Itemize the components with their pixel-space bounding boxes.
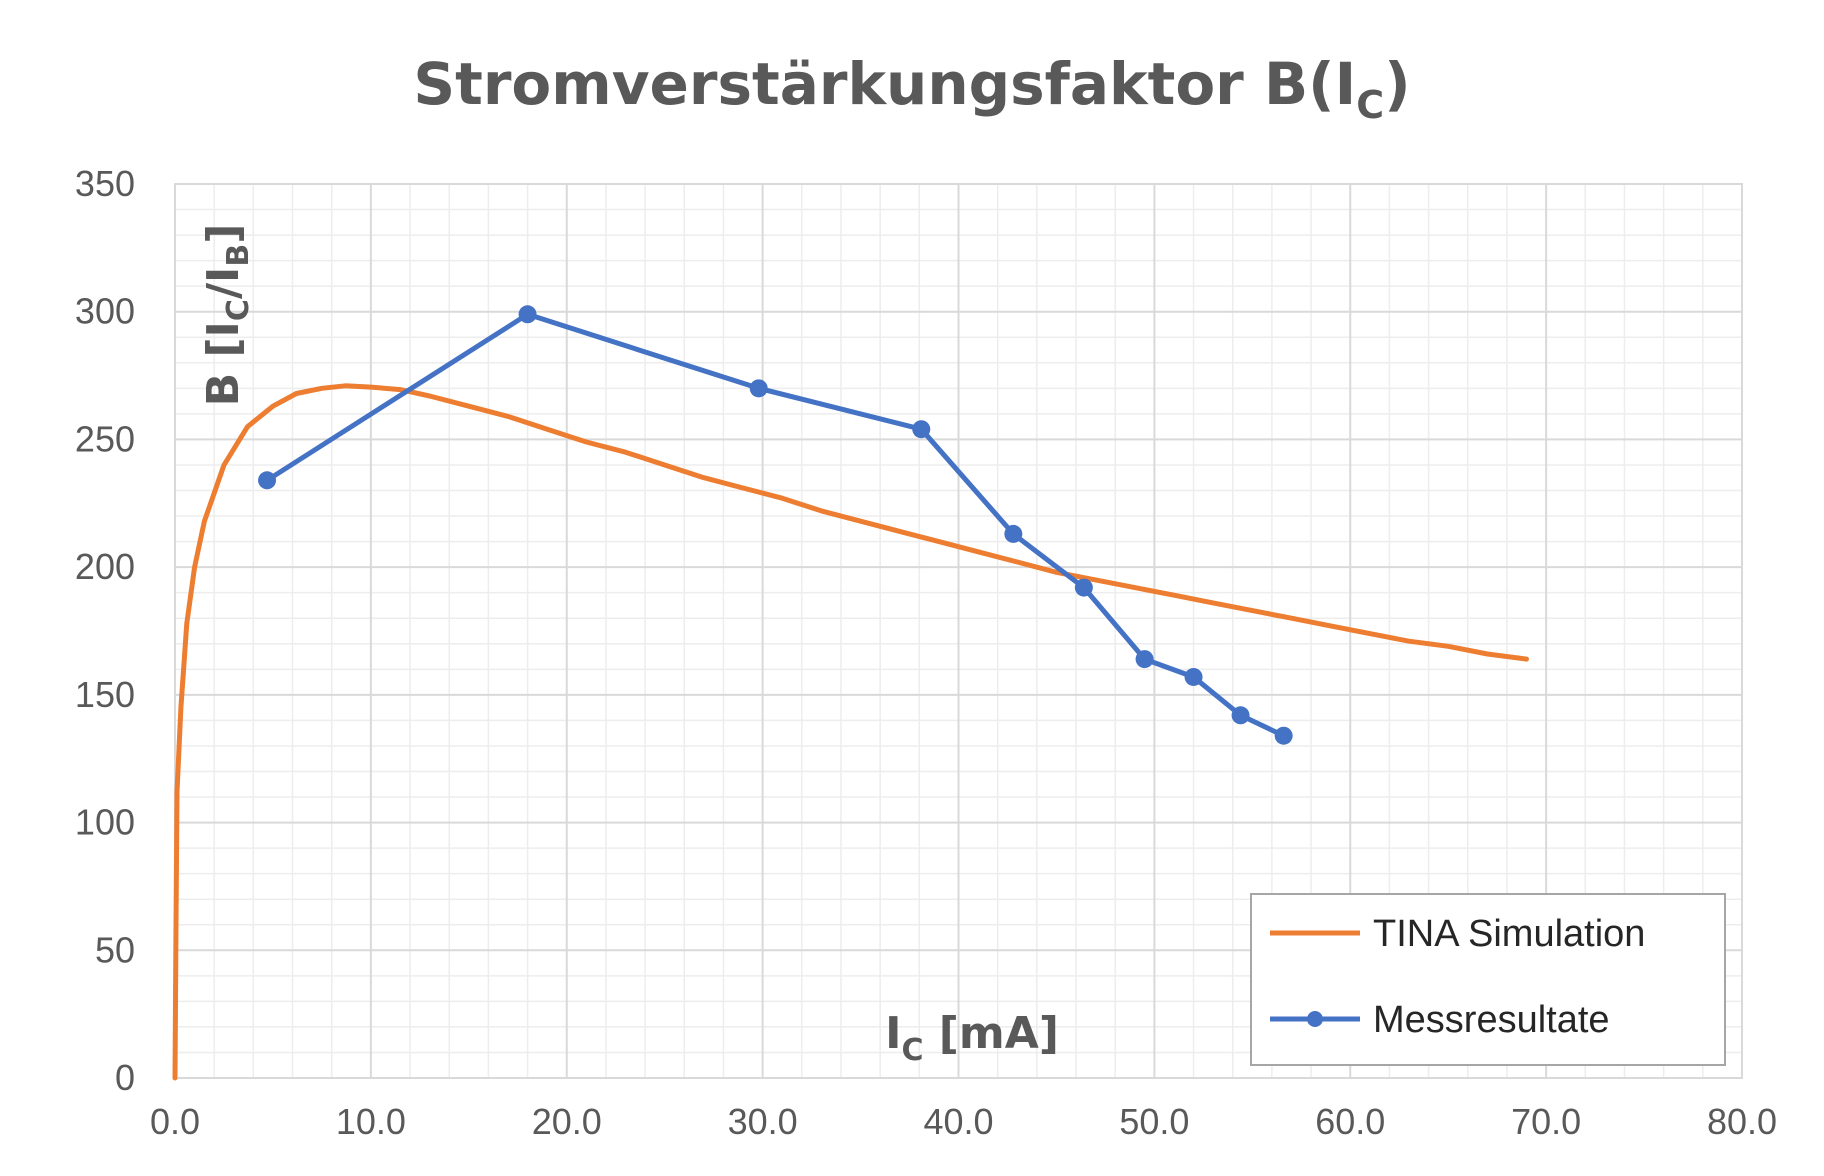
y-axis-label-pre: B [I xyxy=(198,321,249,406)
x-axis-label: IC [mA] xyxy=(885,1008,1059,1068)
chart-title-end: ) xyxy=(1384,50,1411,118)
y-axis-label-mid: /I xyxy=(198,267,249,299)
y-axis-ticks: 0 50 100 150 200 250 300 350 xyxy=(75,163,135,1098)
x-axis-label-subscript: C xyxy=(901,1033,923,1068)
x-tick-label: 60.0 xyxy=(1315,1101,1385,1142)
data-point xyxy=(749,379,768,398)
y-tick-label: 0 xyxy=(115,1057,135,1098)
chart-title-subscript: C xyxy=(1356,83,1384,127)
legend-label-measurements: Messresultate xyxy=(1373,999,1610,1041)
x-axis-ticks: 0.0 10.0 20.0 30.0 40.0 50.0 60.0 70.0 80.0 xyxy=(150,1101,1777,1142)
y-axis-label-sub2: B xyxy=(221,244,256,267)
data-point xyxy=(518,305,537,324)
x-tick-label: 10.0 xyxy=(336,1101,406,1142)
y-axis-label: B [IC/IB] xyxy=(198,224,256,407)
x-tick-label: 70.0 xyxy=(1511,1101,1581,1142)
y-tick-label: 50 xyxy=(95,929,135,970)
legend-marker-measurements xyxy=(1307,1011,1323,1027)
data-point xyxy=(1135,650,1154,669)
x-tick-label: 0.0 xyxy=(150,1101,200,1142)
y-tick-label: 250 xyxy=(75,418,135,459)
x-axis-label-end: [mA] xyxy=(923,1008,1058,1059)
x-tick-label: 40.0 xyxy=(923,1101,993,1142)
data-point xyxy=(1231,706,1250,725)
series-layer xyxy=(172,305,1529,1081)
x-tick-label: 30.0 xyxy=(728,1101,798,1142)
data-point xyxy=(1184,667,1203,686)
x-tick-label: 20.0 xyxy=(532,1101,602,1142)
legend-box xyxy=(1250,893,1726,1066)
series-line-0 xyxy=(172,383,1529,1081)
legend-label-simulation: TINA Simulation xyxy=(1373,913,1645,955)
y-tick-label: 300 xyxy=(75,291,135,332)
y-axis-label-end: ] xyxy=(198,224,249,244)
y-tick-label: 350 xyxy=(75,163,135,204)
y-tick-label: 200 xyxy=(75,546,135,587)
data-point xyxy=(1004,524,1023,543)
data-point xyxy=(912,420,931,439)
data-point xyxy=(1074,578,1093,597)
plot-border xyxy=(174,183,1743,1079)
x-tick-label: 50.0 xyxy=(1119,1101,1189,1142)
x-tick-label: 80.0 xyxy=(1707,1101,1777,1142)
legend: TINA Simulation Messresultate xyxy=(1250,893,1726,1066)
y-axis-label-sub1: C xyxy=(221,299,256,321)
x-axis-label-main: I xyxy=(885,1008,901,1059)
data-point xyxy=(258,471,277,490)
chart-title-main: Stromverstärkungsfaktor B(I xyxy=(413,50,1356,118)
series-line-1 xyxy=(264,311,1287,739)
chart-title: Stromverstärkungsfaktor B(IC) xyxy=(413,50,1410,127)
y-tick-label: 150 xyxy=(75,674,135,715)
y-tick-label: 100 xyxy=(75,802,135,843)
data-point xyxy=(1274,726,1293,745)
